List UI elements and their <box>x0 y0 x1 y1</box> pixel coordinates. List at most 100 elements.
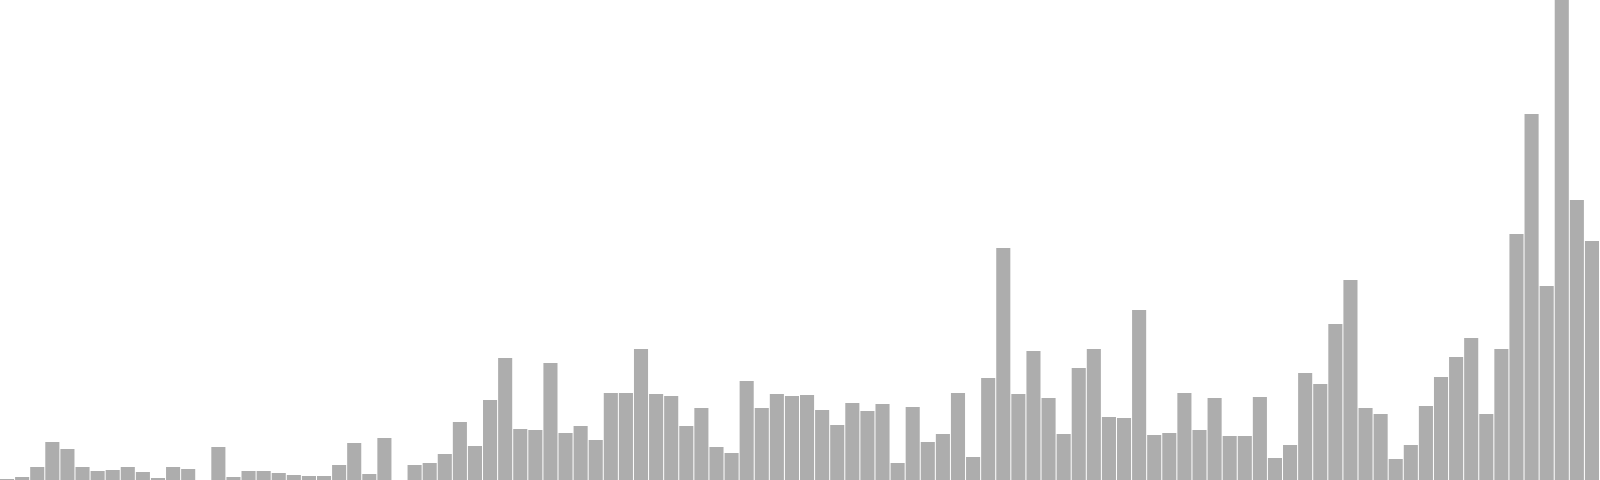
bar-86 <box>1298 373 1313 480</box>
bar-97 <box>1464 338 1479 480</box>
bar-19 <box>286 475 301 480</box>
bar-92 <box>1388 459 1403 480</box>
bar-50 <box>754 408 769 480</box>
bar-34 <box>513 429 528 480</box>
bar-49 <box>739 381 754 480</box>
bar-42 <box>633 349 649 480</box>
bar-67 <box>1011 394 1026 480</box>
bar-2 <box>30 467 45 480</box>
bar-75 <box>1132 310 1147 480</box>
bar-82 <box>1237 436 1252 480</box>
bar-40 <box>603 393 618 480</box>
bar-85 <box>1283 445 1298 480</box>
bar-61 <box>920 442 935 480</box>
bar-16 <box>241 471 256 480</box>
bar-54 <box>815 410 830 480</box>
bar-70 <box>1056 434 1071 480</box>
bar-81 <box>1222 436 1237 480</box>
bar-43 <box>649 394 664 480</box>
bar-28 <box>422 463 437 480</box>
bar-23 <box>347 443 362 480</box>
bar-60 <box>905 407 920 480</box>
bar-69 <box>1041 398 1056 480</box>
bar-62 <box>935 434 950 480</box>
bar-89 <box>1343 280 1358 480</box>
bar-45 <box>679 426 694 480</box>
bar-6 <box>90 471 105 480</box>
bar-83 <box>1252 397 1267 480</box>
bar-98 <box>1479 414 1494 480</box>
bar-77 <box>1162 433 1177 480</box>
bar-24 <box>362 474 377 480</box>
bar-8 <box>120 467 135 480</box>
bar-101 <box>1524 114 1539 480</box>
bar-47 <box>709 447 724 480</box>
bar-11 <box>166 467 181 480</box>
bar-64 <box>966 457 981 480</box>
bar-7 <box>105 470 120 480</box>
bar-20 <box>301 476 316 480</box>
bar-57 <box>860 411 875 480</box>
bar-84 <box>1267 458 1283 480</box>
bar-68 <box>1026 351 1041 480</box>
bar-66 <box>996 248 1011 480</box>
bar-9 <box>135 472 150 480</box>
bar-76 <box>1147 435 1162 480</box>
bar-36 <box>543 363 558 480</box>
bar-95 <box>1433 377 1449 480</box>
bar-78 <box>1177 393 1192 480</box>
bar-17 <box>256 471 271 480</box>
bar-99 <box>1494 349 1509 480</box>
bar-38 <box>573 426 588 480</box>
bar-91 <box>1373 414 1388 480</box>
bar-14 <box>211 447 226 480</box>
bar-12 <box>181 469 196 480</box>
bar-46 <box>694 408 709 480</box>
bar-37 <box>558 433 573 480</box>
bar-4 <box>60 449 75 480</box>
bar-29 <box>437 454 452 480</box>
bar-30 <box>452 422 467 480</box>
bar-59 <box>890 463 905 480</box>
bar-27 <box>407 465 422 480</box>
bar-15 <box>226 477 241 480</box>
bar-80 <box>1207 398 1222 480</box>
bar-65 <box>981 378 996 480</box>
bar-48 <box>724 453 739 480</box>
bar-35 <box>528 430 543 480</box>
bar-32 <box>483 400 498 480</box>
bar-93 <box>1403 445 1418 480</box>
bar-22 <box>332 465 347 480</box>
bar-44 <box>664 396 679 480</box>
bar-79 <box>1192 430 1207 480</box>
bar-5 <box>75 467 90 480</box>
bar-51 <box>769 394 784 480</box>
bar-18 <box>271 473 286 480</box>
bar-63 <box>950 393 966 480</box>
bar-39 <box>588 440 603 480</box>
bar-105 <box>1584 241 1599 480</box>
bar-88 <box>1328 324 1343 480</box>
bar-53 <box>800 395 815 480</box>
bar-72 <box>1086 349 1101 480</box>
bar-1 <box>15 477 30 480</box>
bar-10 <box>150 478 166 480</box>
bar-90 <box>1358 408 1373 480</box>
bar-96 <box>1449 357 1464 480</box>
bar-52 <box>784 396 799 480</box>
bar-71 <box>1071 368 1086 480</box>
bar-87 <box>1313 384 1328 480</box>
bar-103 <box>1554 0 1569 480</box>
bar-33 <box>498 358 513 480</box>
bar-21 <box>316 476 332 480</box>
bar-94 <box>1418 406 1433 480</box>
bar-25 <box>377 438 392 480</box>
bar-56 <box>845 403 860 480</box>
bar-100 <box>1509 234 1524 480</box>
bar-58 <box>875 404 890 480</box>
bar-104 <box>1569 200 1584 480</box>
bar-3 <box>45 442 60 480</box>
bar-73 <box>1101 417 1116 480</box>
